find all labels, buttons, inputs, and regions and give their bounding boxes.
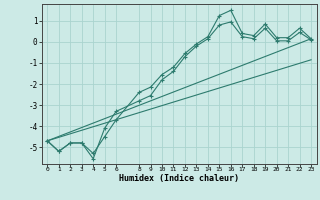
- X-axis label: Humidex (Indice chaleur): Humidex (Indice chaleur): [119, 174, 239, 183]
